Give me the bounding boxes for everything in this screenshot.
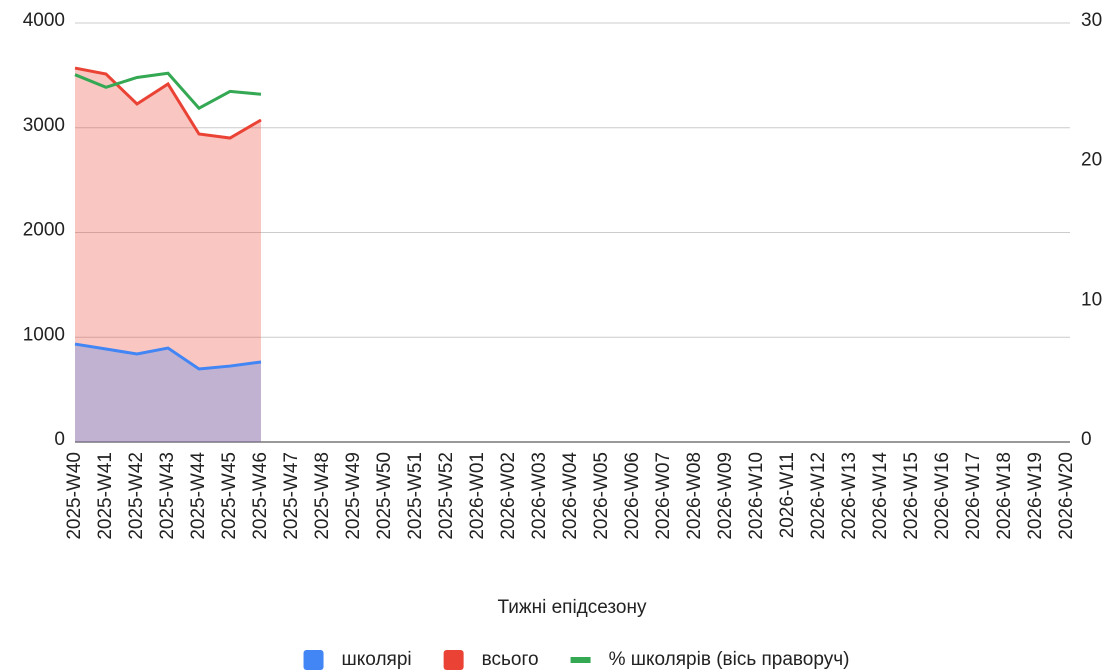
x-tick-label: 2026-W14 xyxy=(870,452,891,540)
legend-label: школярі xyxy=(342,649,412,670)
x-axis-title: Тижні епідсезону xyxy=(498,597,647,618)
x-tick-label: 2026-W19 xyxy=(1025,452,1046,540)
x-tick-label: 2026-W04 xyxy=(560,452,581,540)
legend-swatch xyxy=(303,650,324,670)
y2-tick-label: 30 xyxy=(1081,10,1102,31)
x-tick-label: 2025-W44 xyxy=(188,452,209,540)
area-fill xyxy=(75,68,261,442)
y-tick-label: 4000 xyxy=(23,10,65,31)
x-tick-label: 2025-W46 xyxy=(250,452,271,540)
x-tick-label: 2026-W09 xyxy=(715,452,736,540)
x-tick-label: 2025-W51 xyxy=(405,452,426,540)
legend-swatch xyxy=(570,657,591,663)
x-tick-label: 2026-W01 xyxy=(467,452,488,540)
x-tick-label: 2026-W18 xyxy=(994,452,1015,540)
x-tick-label: 2026-W11 xyxy=(777,452,798,538)
x-tick-label: 2025-W43 xyxy=(157,452,178,540)
x-tick-label: 2026-W07 xyxy=(653,452,674,540)
legend-label: % школярів (вісь праворуч) xyxy=(609,649,850,670)
x-tick-label: 2026-W08 xyxy=(684,452,705,540)
x-tick-label: 2025-W49 xyxy=(343,452,364,540)
legend-label: всього xyxy=(482,649,539,670)
x-tick-label: 2026-W13 xyxy=(839,452,860,540)
x-tick-label: 2026-W03 xyxy=(529,452,550,540)
legend-swatch xyxy=(443,650,464,670)
series-line xyxy=(74,66,262,140)
y-tick-label: 3000 xyxy=(23,115,65,136)
x-tick-label: 2026-W17 xyxy=(963,452,984,540)
y2-tick-label: 0 xyxy=(1081,429,1092,450)
x-tick-label: 2026-W15 xyxy=(901,452,922,540)
y-tick-label: 2000 xyxy=(23,220,65,241)
x-tick-label: 2025-W45 xyxy=(219,452,240,540)
x-tick-label: 2025-W41 xyxy=(95,452,116,540)
y-tick-label: 0 xyxy=(54,429,65,450)
x-tick-label: 2025-W52 xyxy=(436,452,457,540)
x-tick-label: 2025-W47 xyxy=(281,452,302,540)
x-tick-label: 2026-W12 xyxy=(808,452,829,540)
x-tick-label: 2025-W42 xyxy=(126,452,147,540)
x-tick-label: 2026-W20 xyxy=(1056,452,1077,540)
y2-tick-label: 10 xyxy=(1081,289,1102,310)
x-tick-label: 2025-W48 xyxy=(312,452,333,540)
x-tick-label: 2026-W06 xyxy=(622,452,643,540)
x-tick-label: 2026-W16 xyxy=(932,452,953,540)
x-tick-label: 2026-W10 xyxy=(746,452,767,540)
series-line xyxy=(74,342,262,371)
x-tick-label: 2026-W02 xyxy=(498,452,519,540)
x-tick-label: 2026-W05 xyxy=(591,452,612,540)
y2-tick-label: 20 xyxy=(1081,150,1102,171)
x-tick-label: 2025-W40 xyxy=(64,452,85,540)
y-tick-label: 1000 xyxy=(23,324,65,345)
x-tick-label: 2025-W50 xyxy=(374,452,395,540)
series-line xyxy=(74,71,262,111)
